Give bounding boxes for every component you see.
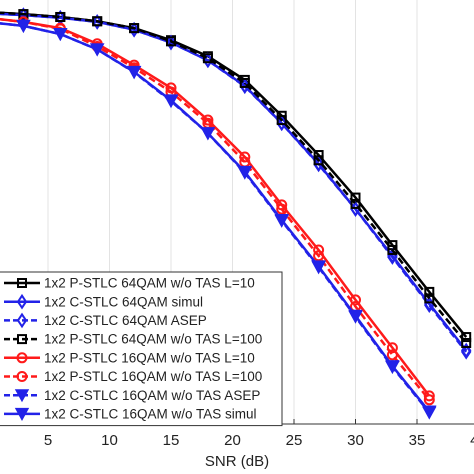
marker (422, 405, 437, 419)
marker (202, 53, 213, 64)
marker (274, 214, 289, 228)
legend-label: 1x2 C-STLC 64QAM simul (44, 294, 203, 309)
x-tick-label: 40 (470, 432, 474, 449)
marker (386, 342, 398, 354)
marker (385, 360, 400, 374)
marker (200, 127, 216, 141)
marker (386, 349, 398, 361)
marker (276, 203, 288, 215)
marker (423, 394, 435, 406)
marker (313, 156, 324, 173)
marker (313, 155, 324, 166)
marker (424, 293, 435, 304)
marker (14, 389, 30, 403)
x-axis-label: SNR (dB) (205, 453, 269, 470)
marker (348, 309, 363, 323)
legend-label: 1x2 P-STLC 64QAM w/o TAS L=10 (44, 276, 255, 291)
marker (91, 14, 103, 30)
marker (16, 352, 28, 364)
marker (387, 244, 398, 255)
marker (276, 115, 287, 126)
x-tick-label: 15 (163, 432, 180, 449)
legend-label: 1x2 P-STLC 16QAM w/o TAS L=10 (44, 350, 255, 365)
marker (276, 115, 287, 132)
marker (461, 338, 472, 349)
marker (165, 34, 177, 51)
marker (239, 77, 250, 88)
legend: 1x2 P-STLC 64QAM w/o TAS L=10 1x2 C-STLC … (0, 271, 283, 427)
marker (16, 293, 28, 310)
marker (166, 36, 176, 47)
marker (16, 19, 31, 33)
marker (17, 334, 27, 345)
legend-label: 1x2 C-STLC 16QAM w/o TAS simul (44, 406, 257, 421)
marker (53, 28, 68, 42)
x-tick-label: 10 (101, 432, 118, 449)
marker (163, 94, 179, 108)
marker (129, 23, 140, 34)
plot-area (0, 0, 474, 425)
marker (55, 11, 66, 22)
x-tick-label: 35 (409, 432, 426, 449)
marker (16, 371, 28, 382)
marker (311, 260, 326, 274)
marker (126, 65, 142, 79)
x-tick-label: 30 (347, 432, 364, 449)
legend-label: 1x2 P-STLC 16QAM w/o TAS L=100 (44, 369, 262, 384)
legend-label: 1x2 P-STLC 64QAM w/o TAS L=100 (44, 332, 262, 347)
marker (237, 165, 252, 179)
marker (313, 250, 325, 262)
x-tick-label: 20 (224, 432, 241, 449)
marker (460, 344, 472, 360)
marker (90, 43, 105, 57)
marker (350, 198, 361, 209)
legend-box (0, 271, 283, 427)
marker (14, 407, 30, 421)
x-tick-label: 25 (286, 432, 303, 449)
marker (16, 312, 28, 329)
x-tick-label: 5 (44, 432, 52, 449)
marker (424, 286, 435, 297)
marker (92, 16, 103, 27)
series-line (0, 18, 431, 401)
legend-label: 1x2 C-STLC 64QAM ASEP (44, 313, 207, 328)
legend-label: 1x2 C-STLC 16QAM w/o TAS ASEP (44, 388, 260, 403)
series-line (0, 11, 468, 344)
marker (17, 278, 27, 288)
